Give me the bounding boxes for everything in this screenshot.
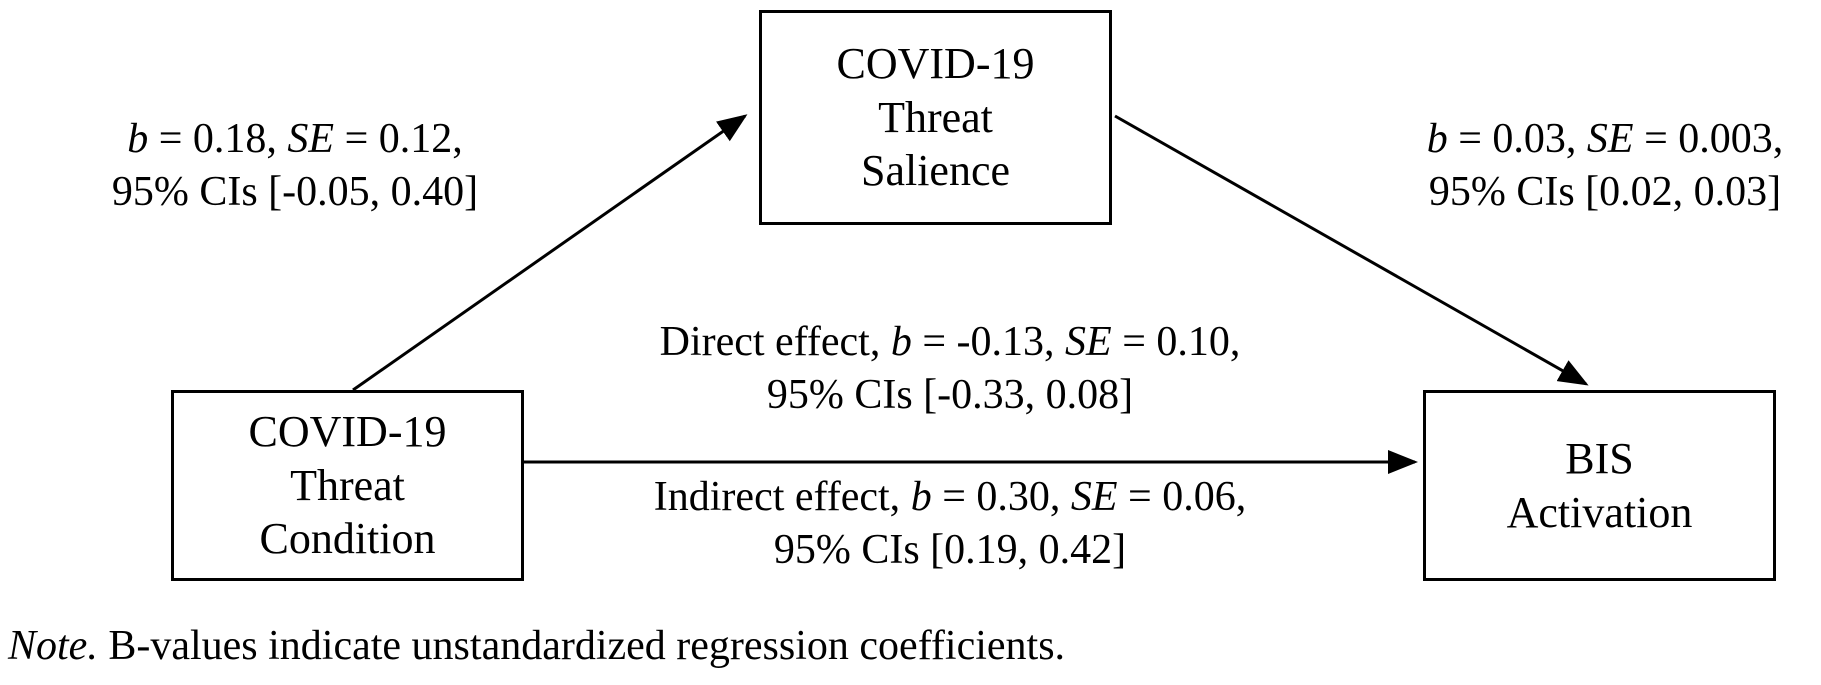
indirect-effect-stats: Indirect effect, b = 0.30, SE = 0.06, 95… xyxy=(560,471,1340,577)
indirect-effect-se-symbol: SE xyxy=(1070,474,1118,520)
indirect-effect-se-value: = 0.06, xyxy=(1117,474,1247,520)
direct-effect-se-value: = 0.10, xyxy=(1111,319,1241,365)
arrow-salience-to-bis xyxy=(1114,114,1589,386)
note-text: B-values indicate unstandardized regress… xyxy=(97,623,1066,669)
indirect-effect-b-symbol: b xyxy=(910,474,932,520)
path-b-b-symbol: b xyxy=(1426,116,1448,162)
direct-effect-coefficients: Direct effect, b = -0.13, SE = 0.10, xyxy=(560,316,1340,369)
arrow-condition-to-salience xyxy=(352,114,748,392)
path-a-b-symbol: b xyxy=(127,116,149,162)
direct-effect-prefix: Direct effect, xyxy=(659,319,891,365)
path-a-se-value: = 0.12, xyxy=(334,116,463,162)
outcome-label-line1: BIS xyxy=(1565,433,1634,483)
mediator-label-line1: COVID-19 xyxy=(836,38,1035,88)
figure-note: Note. B-values indicate unstandardized r… xyxy=(8,622,1065,670)
predictor-label-line1: COVID-19 xyxy=(248,406,447,456)
outcome-label-line2: Activation xyxy=(1506,487,1693,537)
direct-effect-se-symbol: SE xyxy=(1065,319,1112,365)
path-b-coefficients: b = 0.03, SE = 0.003, xyxy=(1385,113,1821,166)
mediator-box: COVID-19 Threat Salience xyxy=(759,10,1112,225)
predictor-box: COVID-19 Threat Condition xyxy=(171,390,524,581)
direct-effect-stats: Direct effect, b = -0.13, SE = 0.10, 95%… xyxy=(560,316,1340,422)
path-b-stats: b = 0.03, SE = 0.003, 95% CIs [0.02, 0.0… xyxy=(1385,113,1821,219)
path-b-b-value: = 0.03, xyxy=(1447,116,1587,162)
path-a-coefficients: b = 0.18, SE = 0.12, xyxy=(60,113,530,166)
indirect-effect-coefficients: Indirect effect, b = 0.30, SE = 0.06, xyxy=(560,471,1340,524)
indirect-effect-prefix: Indirect effect, xyxy=(653,474,911,520)
predictor-label-line3: Condition xyxy=(259,514,436,564)
path-b-ci: 95% CIs [0.02, 0.03] xyxy=(1428,168,1782,215)
note-label: Note. xyxy=(8,623,98,669)
outcome-box: BIS Activation xyxy=(1423,390,1776,581)
mediator-label-line2: Threat xyxy=(878,92,993,142)
mediator-label-line3: Salience xyxy=(860,146,1011,196)
indirect-effect-b-value: = 0.30, xyxy=(931,474,1071,520)
direct-effect-b-symbol: b xyxy=(890,319,912,365)
direct-effect-b-value: = -0.13, xyxy=(911,319,1066,365)
path-a-stats: b = 0.18, SE = 0.12, 95% CIs [-0.05, 0.4… xyxy=(60,113,530,219)
path-b-se-value: = 0.003, xyxy=(1633,116,1784,162)
predictor-label-line2: Threat xyxy=(290,460,405,510)
path-a-b-value: = 0.18, xyxy=(148,116,288,162)
path-b-se-symbol: SE xyxy=(1586,116,1634,162)
path-a-ci: 95% CIs [-0.05, 0.40] xyxy=(111,168,479,215)
path-a-se-symbol: SE xyxy=(287,116,335,162)
direct-effect-ci: 95% CIs [-0.33, 0.08] xyxy=(766,371,1134,418)
indirect-effect-ci: 95% CIs [0.19, 0.42] xyxy=(773,526,1127,573)
